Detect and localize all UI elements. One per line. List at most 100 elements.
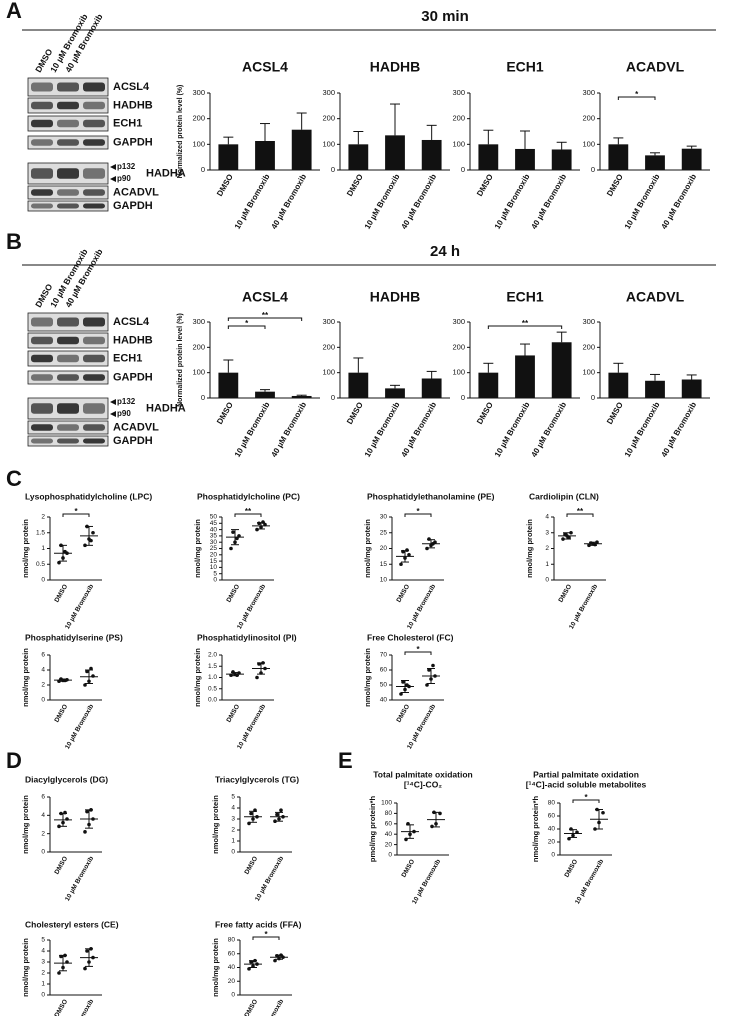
y-tick-label: 5 [41,937,45,944]
blot-band [83,336,105,345]
bar [255,391,275,398]
blot-band [57,203,79,209]
significance-label: * [74,507,78,516]
significance-label: * [635,90,639,99]
y-tick-label: 1 [41,981,45,988]
y-tick-label: 0.5 [36,561,45,568]
y-tick-label: 0 [41,577,45,584]
significance-bracket [404,651,432,655]
data-point [231,670,235,674]
chart-title: Cholesteryl esters (CE) [25,919,119,929]
y-tick-label: 35 [210,533,218,540]
blot-band [31,82,53,92]
y-tick-label: 20 [228,978,236,985]
blot-band [57,438,79,444]
y-axis-label: nmol/mg protein [21,795,30,854]
blot-band [57,139,79,146]
y-tick-label: 0 [545,577,549,584]
y-tick-label: 100 [322,368,335,377]
y-tick-label: 0 [41,992,45,999]
blot-band [57,168,79,179]
data-point [427,668,431,672]
y-tick-label: 1 [545,561,549,568]
bar [348,372,369,398]
blot-band [57,317,79,327]
bar [255,140,275,170]
y-tick-label: 100 [582,139,595,148]
blot-band [57,336,79,345]
significance-label: ** [577,507,584,516]
y-tick-label: 0 [591,393,595,402]
data-point [279,808,283,812]
y-tick-label: 2 [41,830,45,837]
chart-title: Phosphatidylinositol (PI) [197,632,297,642]
y-tick-label: 0 [461,165,465,174]
blot-band [31,424,53,431]
bar [218,372,239,398]
y-tick-label: 50 [210,514,218,521]
y-tick-label: 30 [210,539,218,546]
y-axis-label: nmol/mg protein [363,519,372,578]
data-point [229,546,233,551]
chart-title: Triacylglycerols (TG) [215,774,299,784]
y-tick-label: 30 [380,514,388,521]
y-tick-label: 100 [582,368,595,377]
y-tick-label: 5 [213,570,217,577]
y-tick-label: 3 [545,529,549,536]
y-tick-label: 0 [41,697,45,704]
y-tick-label: 100 [192,139,205,148]
y-axis-label: nmol/mg protein [21,938,30,997]
significance-bracket [62,513,90,517]
protein-label: HADHA [146,402,186,414]
panel-letter: A [6,0,22,23]
blot-band [31,189,53,196]
y-axis-label: nmol/mg protein [21,519,30,578]
bar [551,342,572,398]
y-tick-label: 60 [548,813,556,820]
y-tick-label: 100 [322,139,335,148]
data-point [85,669,89,674]
bar [478,144,499,170]
y-tick-label: 40 [228,964,236,971]
significance-label: ** [522,319,529,328]
y-tick-label: 2 [41,970,45,977]
y-tick-label: 0.5 [208,685,217,692]
blot-band [83,203,105,209]
significance-label: ** [262,311,269,320]
y-tick-label: 200 [582,342,595,351]
panel-heading: 24 h [430,243,460,260]
data-point [57,971,61,975]
chart-title: Total palmitate oxidation [373,769,473,779]
chart-subtitle: [¹⁴C]-CO₂ [404,779,442,789]
data-point [401,680,405,684]
chart-title: Phosphatidylcholine (PC) [197,491,300,501]
y-axis-label: nmol/mg protein*h [531,795,540,862]
data-point [257,521,261,526]
data-point [399,692,403,696]
blot-band [31,203,53,209]
chart-title: Free fatty acids (FFA) [215,919,302,929]
y-axis-label: nmol/mg protein [211,795,220,854]
y-tick-label: 0 [388,852,392,859]
protein-label: ECH1 [113,352,142,364]
blot-band [83,101,105,110]
data-point [567,535,571,540]
data-point [601,810,605,815]
marker-arrow [110,164,116,170]
protein-label: HADHB [113,99,153,111]
marker-arrow [110,176,116,182]
data-point [425,546,429,551]
y-tick-label: 4 [231,805,235,812]
data-point [427,537,431,541]
y-tick-label: 10 [380,577,388,584]
y-tick-label: 4 [41,812,45,819]
y-tick-label: 300 [322,88,335,97]
data-point [405,548,409,552]
y-tick-label: 40 [380,697,388,704]
marker-label: p132 [117,397,136,406]
blot-band [31,354,53,363]
y-tick-label: 6 [41,794,45,801]
y-tick-label: 60 [228,950,236,957]
bar [551,149,572,170]
bar [608,372,629,398]
